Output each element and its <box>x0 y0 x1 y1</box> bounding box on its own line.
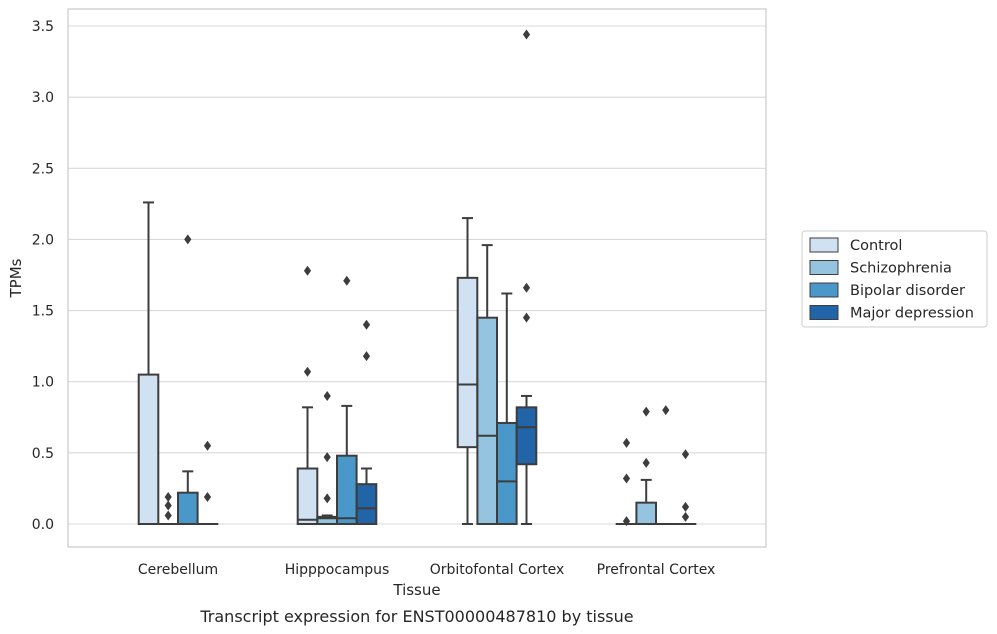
box <box>635 501 658 525</box>
outlier-point <box>642 457 650 468</box>
outlier-point <box>203 440 212 451</box>
x-tick-label: Hipppocampus <box>285 562 390 578</box>
legend-label: Control <box>850 238 902 254</box>
box-series <box>137 29 697 527</box>
legend-label: Major depression <box>850 306 974 322</box>
box-group <box>137 201 160 525</box>
box-group <box>355 319 378 526</box>
y-axis-ticks: 0.0 0.5 1.0 1.5 2.0 2.5 3.0 3.5 <box>32 19 54 533</box>
legend-swatch <box>809 305 839 320</box>
outlier-point <box>164 500 172 511</box>
box-group <box>635 406 658 525</box>
box-group <box>296 265 319 526</box>
x-axis-label: Tissue <box>392 581 440 599</box>
box-group <box>496 292 518 525</box>
box-group <box>177 234 199 525</box>
outlier-point <box>522 29 531 40</box>
legend-swatch <box>809 282 839 298</box>
y-tick-label: 3.5 <box>32 19 54 35</box>
outlier-point <box>522 312 531 323</box>
box-group <box>196 440 219 526</box>
outlier-point <box>184 234 192 245</box>
x-tick-label: Orbitofontal Cortex <box>430 562 565 578</box>
legend: Control Schizophrenia Bipolar disorder Majo… <box>801 230 988 328</box>
box <box>496 421 518 525</box>
outlier-point <box>681 511 690 522</box>
box-group <box>674 449 697 526</box>
outlier-point <box>681 449 690 460</box>
y-axis-label: TPMs <box>7 258 25 298</box>
outlier-point <box>362 351 371 362</box>
legend-label: Bipolar disorder <box>850 283 965 299</box>
outlier-point <box>343 275 351 286</box>
outlier-point <box>303 265 312 276</box>
legend-frame <box>801 230 988 328</box>
outlier-point <box>642 406 650 417</box>
box <box>515 406 538 466</box>
series-major-depression <box>196 29 697 526</box>
outlier-point <box>164 510 172 521</box>
legend-swatch <box>809 237 839 253</box>
series-schizophrenia <box>157 244 658 526</box>
box-group <box>157 491 179 526</box>
legend-label: Schizophrenia <box>850 261 952 277</box>
box-group <box>316 390 338 526</box>
outlier-point <box>323 493 331 504</box>
outlier-point <box>303 366 312 377</box>
box-group <box>476 244 498 525</box>
plot-frame <box>67 8 767 548</box>
box <box>296 467 319 526</box>
y-tick-label: 0.0 <box>32 517 54 533</box>
legend-swatch <box>809 260 839 275</box>
outlier-point <box>323 390 331 401</box>
outlier-point <box>622 473 631 484</box>
outlier-point <box>662 405 670 416</box>
series-control <box>137 201 638 527</box>
box <box>355 483 378 526</box>
outlier-point <box>362 319 371 330</box>
chart-caption: Transcript expression for ENST0000048781… <box>199 607 633 626</box>
outlier-point <box>522 282 531 293</box>
box-group <box>456 217 479 525</box>
box <box>177 491 199 525</box>
box-group <box>515 29 538 525</box>
series-bipolar-disorder <box>177 234 677 526</box>
box <box>336 454 358 525</box>
box <box>456 276 479 449</box>
outlier-point <box>323 452 331 463</box>
y-tick-label: 0.5 <box>32 446 54 462</box>
outlier-point <box>681 501 690 512</box>
grid-lines <box>68 25 766 525</box>
y-tick-label: 2.5 <box>32 161 54 177</box>
box-group <box>336 275 358 525</box>
y-tick-label: 2.0 <box>32 232 54 248</box>
outlier-point <box>622 516 631 527</box>
y-tick-label: 1.5 <box>32 304 54 320</box>
outlier-point <box>622 437 631 448</box>
x-tick-label: Prefrontal Cortex <box>597 562 716 578</box>
x-axis-ticks: Cerebellum Hipppocampus Orbitofontal Corte… <box>138 562 715 578</box>
box-group <box>655 405 677 526</box>
x-tick-label: Cerebellum <box>138 562 218 578</box>
box-group <box>615 437 638 527</box>
outlier-point <box>164 491 172 502</box>
y-tick-label: 3.0 <box>32 90 54 106</box>
y-tick-label: 1.0 <box>32 375 54 391</box>
box <box>476 316 498 525</box>
outlier-point <box>203 491 212 502</box>
legend-items: Control Schizophrenia Bipolar disorder Majo… <box>809 237 974 322</box>
box <box>137 373 160 525</box>
